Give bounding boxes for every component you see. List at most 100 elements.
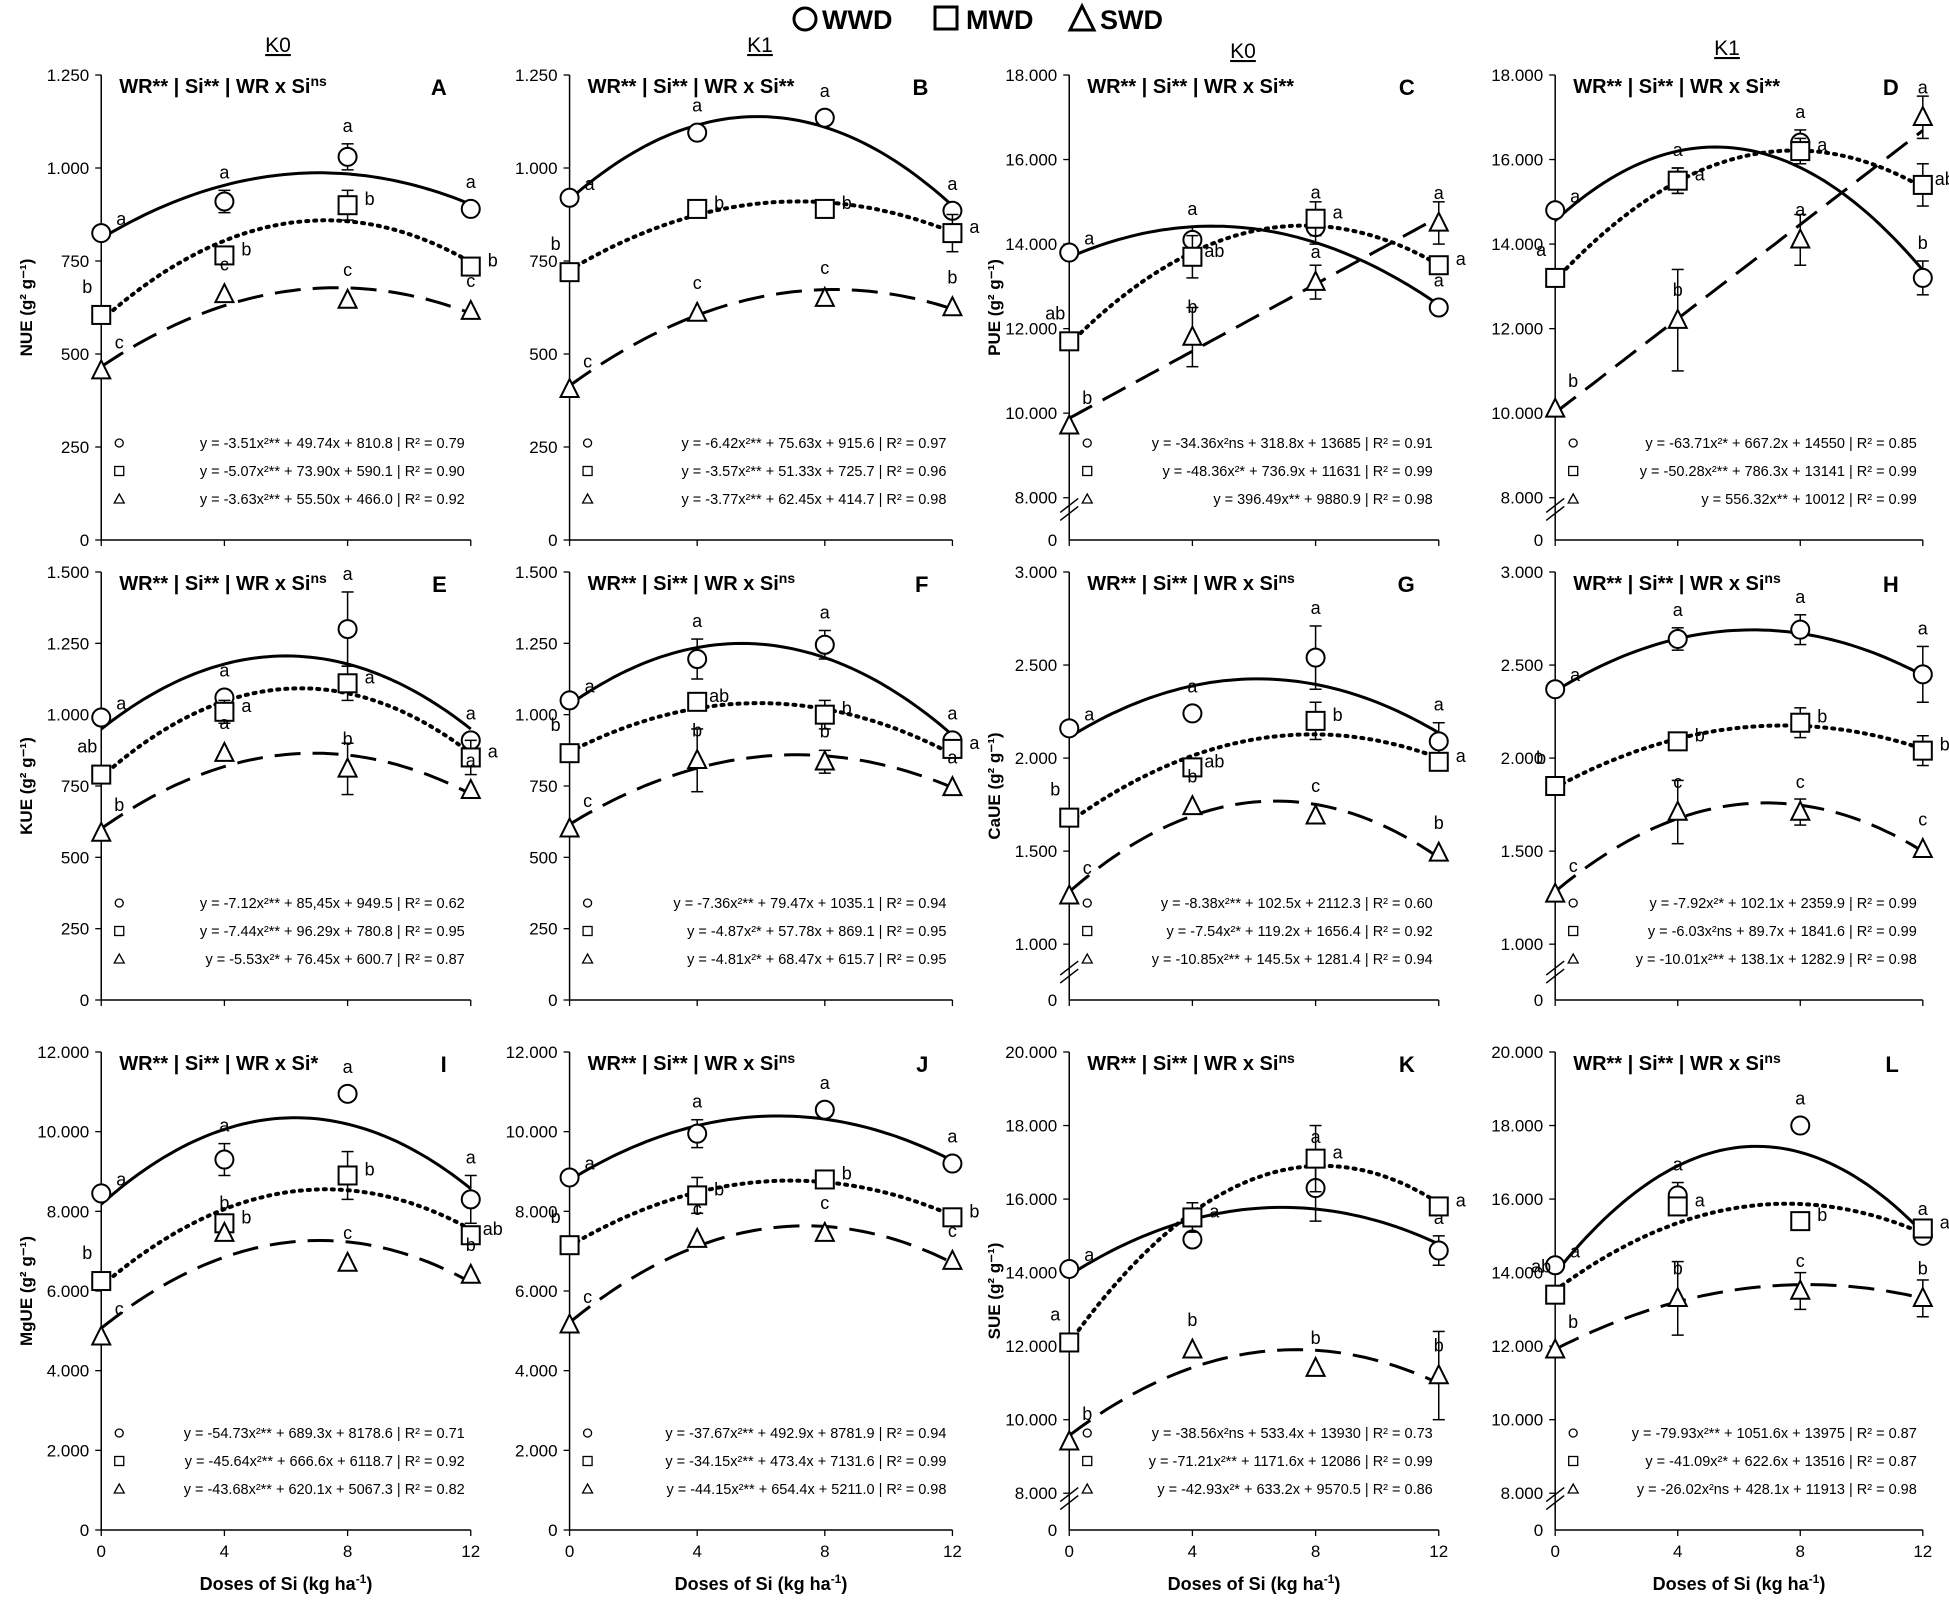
fit-curve-mwd (1067, 732, 1441, 824)
data-point-swd (460, 298, 482, 320)
panel-title: WR** | Si** | WR x Si** (1573, 76, 1780, 98)
data-point-swd (1912, 104, 1934, 126)
data-point-mwd (337, 673, 358, 694)
significance-letter: a (1695, 1190, 1706, 1210)
significance-letter: c (343, 1223, 352, 1243)
data-point-mwd (460, 747, 481, 768)
fit-curve-wwd (568, 1114, 954, 1182)
significance-letter: a (1570, 1241, 1581, 1261)
data-point-wwd (1545, 1255, 1566, 1276)
data-point-swd (686, 1226, 708, 1248)
data-point-mwd (337, 195, 358, 216)
data-point-wwd (1059, 242, 1080, 263)
panel-title: WR** | Si** | WR x Sins (119, 570, 327, 595)
significance-letter: b (219, 1193, 229, 1213)
significance-letter: ab (709, 686, 729, 706)
significance-letter: b (1817, 1205, 1827, 1225)
significance-letter: c (948, 1221, 957, 1241)
y-tick-label: 250 (529, 438, 557, 457)
significance-letter: c (583, 351, 592, 371)
equation-triangle-icon (1567, 492, 1580, 504)
column-label-3: K0 (1230, 40, 1256, 63)
significance-letter: a (969, 733, 980, 753)
y-tick-label: 16.000 (1005, 1190, 1057, 1209)
significance-letter: b (1187, 766, 1197, 786)
significance-letter: b (82, 1243, 92, 1263)
significance-letter: a (1673, 1155, 1684, 1175)
data-point-swd (90, 358, 112, 380)
panel-title: WR** | Si** | WR x Sins (1087, 570, 1295, 595)
equation-triangle-icon (113, 1482, 126, 1494)
fit-curve-wwd (100, 171, 472, 240)
fit-curve-wwd (1554, 628, 1924, 693)
significance-letter: b (714, 1179, 724, 1199)
fit-curve-wwd (1068, 677, 1440, 739)
regression-equation: y = -48.36x²* + 736.9x + 11631 | R² = 0.… (1162, 464, 1432, 480)
regression-equation: y = -38.56x²ns + 533.4x + 13930 | R² = 0… (1152, 1426, 1433, 1442)
significance-letter: c (820, 258, 829, 278)
axis-break-mark (1545, 505, 1565, 522)
axis-break-mark (1059, 1494, 1079, 1511)
y-tick-label-zero: 0 (1534, 531, 1543, 550)
regression-equation: y = -34.36x²ns + 318.8x + 13685 | R² = 0… (1152, 436, 1433, 452)
panel-b: 0 250 500 750 1.000 1.250 WR** | Si** | WR x S… (515, 66, 980, 550)
significance-letter: a (219, 162, 230, 182)
fit-curve-wwd (100, 654, 472, 731)
panel-c: 8.000 10.000 12.000 14.000 16.000 18.000 0 PUE … (985, 66, 1467, 550)
data-point-swd (1058, 883, 1080, 905)
significance-letter: b (365, 1159, 375, 1179)
panel-letter: L (1885, 1052, 1898, 1077)
significance-letter: a (466, 750, 477, 770)
significance-letter: b (842, 699, 852, 719)
data-point-swd (1181, 324, 1204, 346)
data-point-swd (1667, 307, 1689, 329)
significance-letter: a (1333, 203, 1344, 223)
y-tick-label-zero: 0 (1048, 991, 1057, 1010)
significance-letter: a (1311, 242, 1322, 262)
panel-a: 0 250 500 750 1.000 1.250 NUE (g² g⁻¹) WR** | S… (17, 66, 498, 550)
data-point-mwd (1667, 1196, 1688, 1217)
equation-square-icon (1082, 1455, 1093, 1467)
significance-letter: c (1796, 1251, 1805, 1271)
significance-letter: b (241, 239, 251, 259)
data-point-swd (1912, 1285, 1934, 1308)
equation-circle-icon (582, 898, 593, 908)
axis-break-mark (1059, 497, 1079, 514)
y-tick-label: 3.000 (1501, 563, 1544, 582)
significance-letter: a (343, 564, 354, 584)
significance-letter: a (343, 116, 354, 136)
data-point-mwd (1545, 1284, 1566, 1305)
y-tick-label: 1.250 (515, 634, 558, 653)
significance-letter: a (1795, 200, 1806, 220)
data-point-swd (213, 281, 236, 304)
equation-triangle-icon (1081, 1482, 1094, 1494)
significance-letter: b (1940, 735, 1949, 755)
data-point-mwd (1545, 267, 1566, 288)
significance-letter: a (1456, 1190, 1467, 1210)
significance-letter: c (583, 791, 592, 811)
panel-g: 1.000 1.500 2.000 2.500 3.000 0 CaUE (g² g⁻¹) W… (985, 563, 1467, 1010)
data-point-mwd (214, 245, 235, 266)
data-point-mwd (460, 256, 481, 277)
y-tick-label: 2.000 (1015, 749, 1058, 768)
data-point-wwd (1912, 267, 1933, 288)
y-tick-label: 0 (548, 531, 557, 550)
significance-letter: a (1333, 1143, 1344, 1163)
fit-curve-swd (100, 1239, 472, 1330)
regression-equation: y = -41.09x²* + 622.6x + 13516 | R² = 0.… (1645, 1454, 1916, 1470)
significance-letter: a (1795, 102, 1806, 122)
data-point-swd (814, 749, 836, 771)
equation-triangle-icon (113, 952, 126, 964)
panel-letter: B (913, 75, 929, 100)
significance-letter: a (692, 611, 703, 631)
y-tick-label: 0 (548, 1521, 557, 1540)
panel-letter: E (432, 572, 447, 597)
significance-letter: b (1082, 388, 1092, 408)
equation-circle-icon (1082, 898, 1092, 908)
significance-letter: c (1311, 776, 1320, 796)
equation-triangle-icon (581, 952, 594, 964)
significance-letter: a (116, 694, 127, 714)
regression-equation: y = -7.44x²** + 96.29x + 780.8 | R² = 0.… (200, 924, 465, 940)
data-point-wwd (1790, 1115, 1811, 1136)
